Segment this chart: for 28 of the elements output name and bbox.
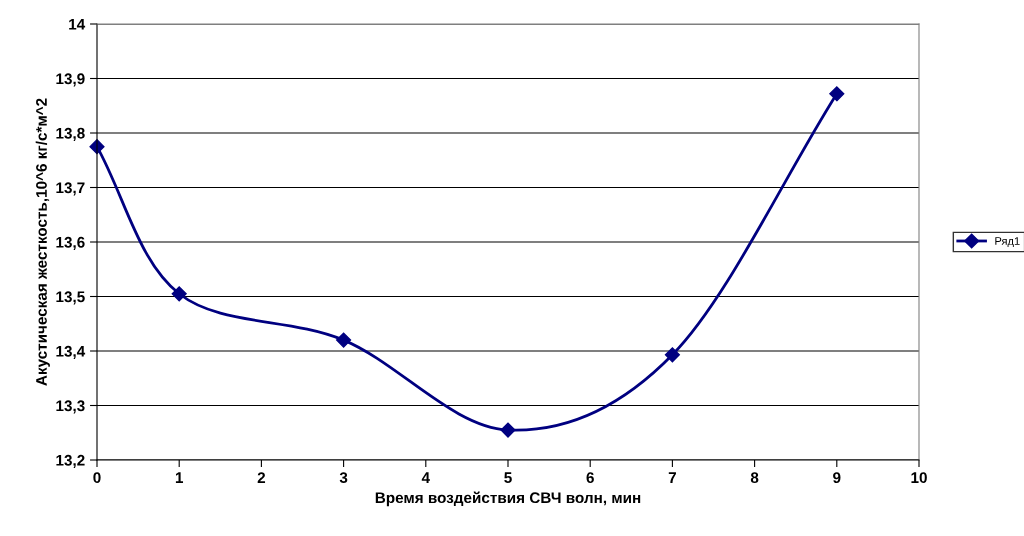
y-tick-label: 13,2 [56,454,85,468]
y-tick-label: 13,8 [56,127,85,141]
point [664,347,680,363]
y-tick-label: 13,6 [56,236,85,250]
x-tick-label: 8 [750,472,759,484]
x-tick-label: 6 [586,472,594,484]
y-tick-label: 13,4 [56,345,86,359]
x-tick-label: 0 [93,472,101,484]
point [829,86,845,102]
y-tick-label: 13,9 [56,73,85,87]
x-tick-label: 5 [504,472,512,484]
point [171,286,187,302]
x-tick-label: 4 [421,472,430,483]
point [500,422,516,438]
x-tick-label: 7 [668,472,676,483]
y-tick-label: 13,3 [56,400,85,414]
point [336,332,352,348]
x-tick-label: 3 [339,472,348,484]
y-axis-title: Акустическая жесткость,10^6 кг/с*м^2 [35,98,50,386]
y-tick-label: 13,7 [56,182,85,196]
x-tick-label: 9 [833,472,841,484]
legend-label: Ряд1 [995,237,1020,248]
x-tick-label: 2 [257,472,266,483]
y-tick-label: 14 [69,19,86,30]
x-tick-label: 10 [911,472,927,484]
x-tick-label: 1 [175,472,184,483]
x-axis-title: Время воздействия СВЧ волн, мин [375,491,641,507]
y-tick-label: 13,5 [56,291,85,305]
